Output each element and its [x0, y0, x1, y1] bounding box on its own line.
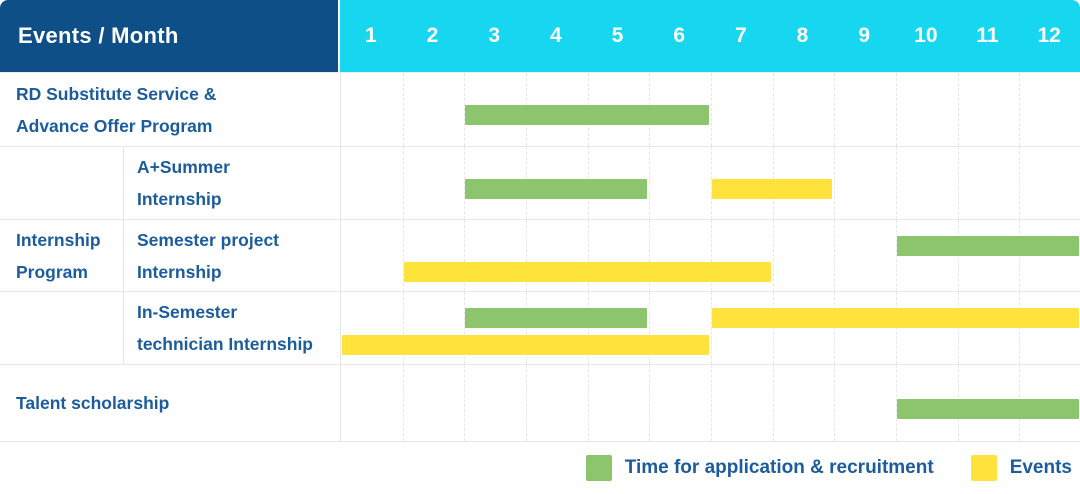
row-timeline: [340, 73, 1080, 146]
month-grid-line: [834, 147, 835, 219]
month-column-header: 12: [1018, 24, 1080, 48]
month-grid-line: [1019, 292, 1020, 364]
month-grid-line: [834, 220, 835, 291]
month-grid-line: [711, 292, 712, 364]
month-column-header: 3: [463, 24, 525, 48]
month-grid-line: [834, 365, 835, 441]
month-column-header: 2: [402, 24, 464, 48]
legend-label-application: Time for application & recruitment: [625, 457, 934, 479]
month-grid-line: [1019, 147, 1020, 219]
month-grid-line: [896, 147, 897, 219]
month-grid-line: [711, 365, 712, 441]
chart-legend: Time for application & recruitment Event…: [0, 441, 1080, 494]
row-timeline: [340, 365, 1080, 441]
gantt-bar-application: [897, 399, 1079, 419]
month-grid-line: [403, 147, 404, 219]
month-grid-line: [958, 292, 959, 364]
row-label: Semester projectInternship: [0, 220, 340, 291]
gantt-row: Talent scholarship: [0, 365, 1080, 442]
gantt-body: RD Substitute Service &Advance Offer Pro…: [0, 72, 1080, 442]
gantt-bar-application: [897, 236, 1079, 256]
month-column-header: 10: [895, 24, 957, 48]
month-column-header: 8: [772, 24, 834, 48]
month-column-header: 11: [957, 24, 1019, 48]
legend-swatch-application: [586, 455, 612, 481]
legend-label-events: Events: [1010, 457, 1072, 479]
month-grid-line: [649, 147, 650, 219]
gantt-bar-events: [342, 335, 709, 355]
month-column-header: 6: [648, 24, 710, 48]
row-label: A+SummerInternship: [0, 147, 340, 219]
month-column-header: 4: [525, 24, 587, 48]
gantt-bar-events: [404, 262, 771, 282]
month-grid-line: [403, 73, 404, 146]
month-grid-line: [588, 365, 589, 441]
month-grid-line: [773, 365, 774, 441]
month-column-header: 5: [587, 24, 649, 48]
table-header-title: Events / Month: [0, 0, 338, 72]
gantt-bar-application: [465, 308, 647, 328]
month-grid-line: [711, 73, 712, 146]
month-grid-line: [403, 365, 404, 441]
month-grid-line: [773, 292, 774, 364]
month-header-row: 123456789101112: [340, 0, 1080, 72]
row-timeline: [340, 220, 1080, 291]
legend-swatch-events: [971, 455, 997, 481]
gantt-row: A+SummerInternship: [0, 147, 1080, 220]
month-grid-line: [834, 73, 835, 146]
month-grid-line: [834, 292, 835, 364]
month-grid-line: [464, 365, 465, 441]
month-grid-line: [649, 365, 650, 441]
gantt-row: Semester projectInternship: [0, 220, 1080, 292]
row-label: RD Substitute Service &Advance Offer Pro…: [0, 73, 340, 146]
month-grid-line: [1019, 73, 1020, 146]
month-column-header: 7: [710, 24, 772, 48]
row-label: Talent scholarship: [0, 365, 340, 441]
row-timeline: [340, 292, 1080, 364]
month-column-header: 1: [340, 24, 402, 48]
gantt-row: In-Semestertechnician Internship: [0, 292, 1080, 365]
gantt-bar-application: [465, 179, 647, 199]
gantt-bar-events: [712, 179, 832, 199]
month-grid-line: [958, 147, 959, 219]
month-column-header: 9: [833, 24, 895, 48]
gantt-bar-events: [712, 308, 1079, 328]
row-label: In-Semestertechnician Internship: [0, 292, 340, 364]
gantt-row: RD Substitute Service &Advance Offer Pro…: [0, 73, 1080, 147]
month-grid-line: [896, 73, 897, 146]
gantt-bar-application: [465, 105, 709, 125]
month-grid-line: [773, 73, 774, 146]
gantt-chart: Events / Month 123456789101112 RD Substi…: [0, 0, 1080, 494]
month-grid-line: [896, 292, 897, 364]
month-grid-line: [526, 365, 527, 441]
row-timeline: [340, 147, 1080, 219]
month-grid-line: [773, 220, 774, 291]
month-grid-line: [958, 73, 959, 146]
